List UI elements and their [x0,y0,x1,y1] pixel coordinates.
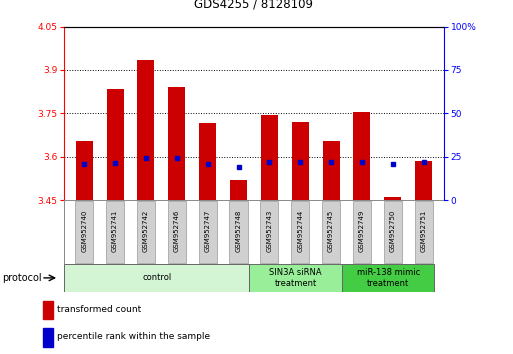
Text: miR-138 mimic
treatment: miR-138 mimic treatment [357,268,420,287]
Text: GSM952751: GSM952751 [421,210,427,252]
Bar [43,301,53,319]
Bar [107,89,124,200]
Text: GSM952743: GSM952743 [266,210,272,252]
Text: transformed count: transformed count [57,305,141,314]
Text: GSM952741: GSM952741 [112,210,118,252]
Text: GSM952747: GSM952747 [205,210,211,252]
Text: GSM952745: GSM952745 [328,210,334,252]
Bar [415,161,432,200]
Bar [168,87,185,200]
Bar [353,201,371,263]
Bar [342,264,435,292]
Text: GSM952746: GSM952746 [174,210,180,252]
Bar [75,201,93,263]
Bar [353,112,370,200]
Text: protocol: protocol [3,273,42,283]
Bar [415,201,433,263]
Bar [106,201,124,263]
Bar [292,122,309,200]
Text: GSM952740: GSM952740 [81,210,87,252]
Text: GSM952749: GSM952749 [359,210,365,252]
Bar [260,201,279,263]
Text: GSM952742: GSM952742 [143,210,149,252]
Text: SIN3A siRNA
treatment: SIN3A siRNA treatment [269,268,322,287]
Text: percentile rank within the sample: percentile rank within the sample [57,332,210,342]
Bar [137,201,155,263]
Bar [43,329,53,347]
Bar [229,201,248,263]
Text: GSM952750: GSM952750 [390,210,396,252]
Text: GSM952748: GSM952748 [235,210,242,252]
Bar [291,201,309,263]
Bar [322,201,340,263]
Bar [168,201,186,263]
Bar [261,115,278,200]
Bar [199,201,217,263]
Bar [64,264,249,292]
Bar [76,141,93,200]
Text: GSM952744: GSM952744 [297,210,303,252]
Bar [199,124,216,200]
Bar [384,201,402,263]
Bar [137,60,154,200]
Bar [249,264,342,292]
Bar [384,197,401,200]
Bar [230,180,247,200]
Text: control: control [142,273,171,282]
Bar [323,141,340,200]
Text: GDS4255 / 8128109: GDS4255 / 8128109 [194,0,313,11]
